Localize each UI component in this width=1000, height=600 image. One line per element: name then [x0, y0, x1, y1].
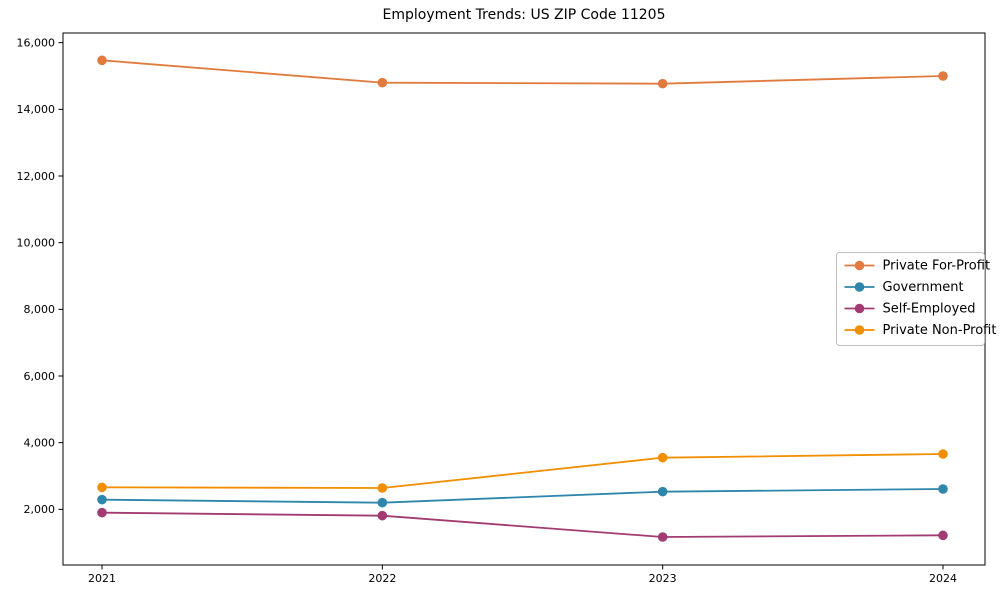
- legend-box: [836, 252, 985, 346]
- series-line-government: [101, 488, 944, 504]
- data-point-private-for-profit: [97, 55, 107, 66]
- data-point-government: [657, 486, 668, 497]
- data-point-private-for-profit: [377, 77, 388, 88]
- data-point-self-employed: [97, 507, 107, 518]
- y-tick-label: 6,000: [24, 370, 56, 383]
- legend-entry-label: Government: [883, 280, 964, 295]
- legend-entry-label: Self-Employed: [883, 302, 976, 317]
- data-point-government: [377, 497, 388, 508]
- y-tick-label: 2,000: [24, 503, 56, 516]
- data-point-government: [938, 484, 948, 494]
- data-point-government: [97, 494, 107, 505]
- data-point-self-employed: [377, 510, 388, 521]
- x-tick-label: 2021: [88, 572, 116, 585]
- x-tick-label: 2022: [368, 572, 396, 585]
- y-tick-label: 8,000: [24, 303, 56, 316]
- data-point-private-for-profit: [938, 71, 948, 81]
- y-tick-label: 16,000: [17, 36, 56, 49]
- data-point-self-employed: [657, 532, 668, 542]
- y-tick-label: 14,000: [17, 103, 56, 116]
- series-line-private-non-profit: [101, 453, 944, 489]
- series-line-private-for-profit: [101, 59, 944, 85]
- data-point-private-non-profit: [657, 452, 668, 463]
- data-point-private-non-profit: [97, 482, 107, 493]
- y-tick-label: 4,000: [24, 436, 56, 449]
- legend-marker-dot: [854, 325, 865, 335]
- legend-entry-label: Private For-Profit: [883, 259, 991, 274]
- y-tick-label: 12,000: [17, 170, 56, 183]
- data-point-private-non-profit: [938, 449, 948, 459]
- x-tick-label: 2024: [929, 572, 957, 585]
- legend-marker-dot: [854, 303, 865, 314]
- legend-marker-dot: [854, 260, 865, 271]
- chart-title: Employment Trends: US ZIP Code 11205: [382, 7, 666, 23]
- data-point-self-employed: [938, 530, 948, 541]
- y-tick-label: 10,000: [17, 236, 56, 249]
- data-point-private-non-profit: [377, 483, 388, 493]
- series-line-self-employed: [101, 511, 944, 538]
- x-tick-label: 2023: [649, 572, 677, 585]
- legend-entry-label: Private Non-Profit: [883, 323, 997, 338]
- legend-marker-dot: [854, 282, 865, 292]
- data-point-private-for-profit: [657, 78, 668, 89]
